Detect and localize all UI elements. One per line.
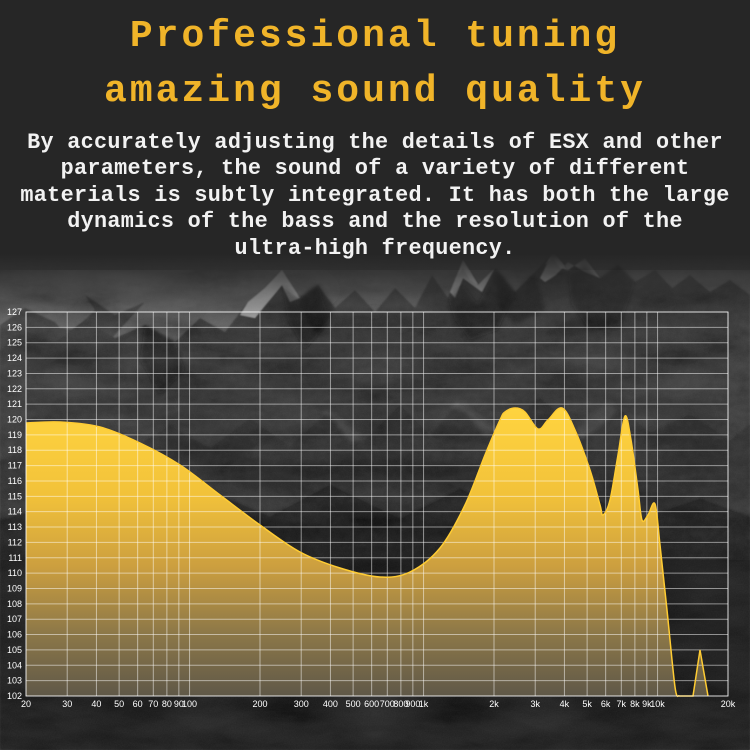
svg-text:121: 121: [7, 399, 22, 409]
svg-text:200: 200: [252, 699, 267, 709]
svg-text:123: 123: [7, 368, 22, 378]
svg-text:70: 70: [148, 699, 158, 709]
svg-text:600: 600: [364, 699, 379, 709]
svg-text:125: 125: [7, 338, 22, 348]
svg-text:111: 111: [8, 553, 22, 563]
svg-text:107: 107: [7, 614, 22, 624]
svg-text:6k: 6k: [601, 699, 611, 709]
svg-text:118: 118: [8, 445, 22, 455]
svg-text:109: 109: [7, 583, 22, 593]
svg-text:10k: 10k: [650, 699, 665, 709]
svg-text:122: 122: [7, 384, 22, 394]
svg-text:104: 104: [7, 660, 22, 670]
svg-text:115: 115: [8, 491, 22, 501]
svg-text:2k: 2k: [489, 699, 499, 709]
svg-text:113: 113: [8, 522, 22, 532]
svg-text:117: 117: [8, 461, 22, 471]
svg-text:100: 100: [182, 699, 197, 709]
svg-text:120: 120: [7, 415, 22, 425]
svg-text:20: 20: [21, 699, 31, 709]
svg-text:4k: 4k: [560, 699, 570, 709]
svg-text:127: 127: [7, 307, 22, 317]
svg-text:300: 300: [294, 699, 309, 709]
svg-text:80: 80: [162, 699, 172, 709]
svg-text:60: 60: [133, 699, 143, 709]
svg-text:400: 400: [323, 699, 338, 709]
svg-text:5k: 5k: [582, 699, 592, 709]
svg-text:108: 108: [7, 599, 22, 609]
svg-text:7k: 7k: [617, 699, 627, 709]
svg-text:124: 124: [7, 353, 22, 363]
svg-text:116: 116: [8, 476, 22, 486]
svg-text:119: 119: [8, 430, 22, 440]
svg-text:110: 110: [8, 568, 22, 578]
svg-text:106: 106: [7, 630, 22, 640]
svg-text:105: 105: [7, 645, 22, 655]
svg-text:126: 126: [7, 322, 22, 332]
svg-text:30: 30: [62, 699, 72, 709]
svg-text:500: 500: [346, 699, 361, 709]
svg-text:1k: 1k: [419, 699, 429, 709]
svg-text:114: 114: [8, 507, 22, 517]
svg-text:112: 112: [8, 537, 22, 547]
svg-text:8k: 8k: [630, 699, 640, 709]
svg-text:102: 102: [7, 691, 22, 701]
svg-text:40: 40: [91, 699, 101, 709]
svg-text:50: 50: [114, 699, 124, 709]
svg-text:20k: 20k: [721, 699, 736, 709]
svg-text:3k: 3k: [530, 699, 540, 709]
svg-text:103: 103: [7, 676, 22, 686]
